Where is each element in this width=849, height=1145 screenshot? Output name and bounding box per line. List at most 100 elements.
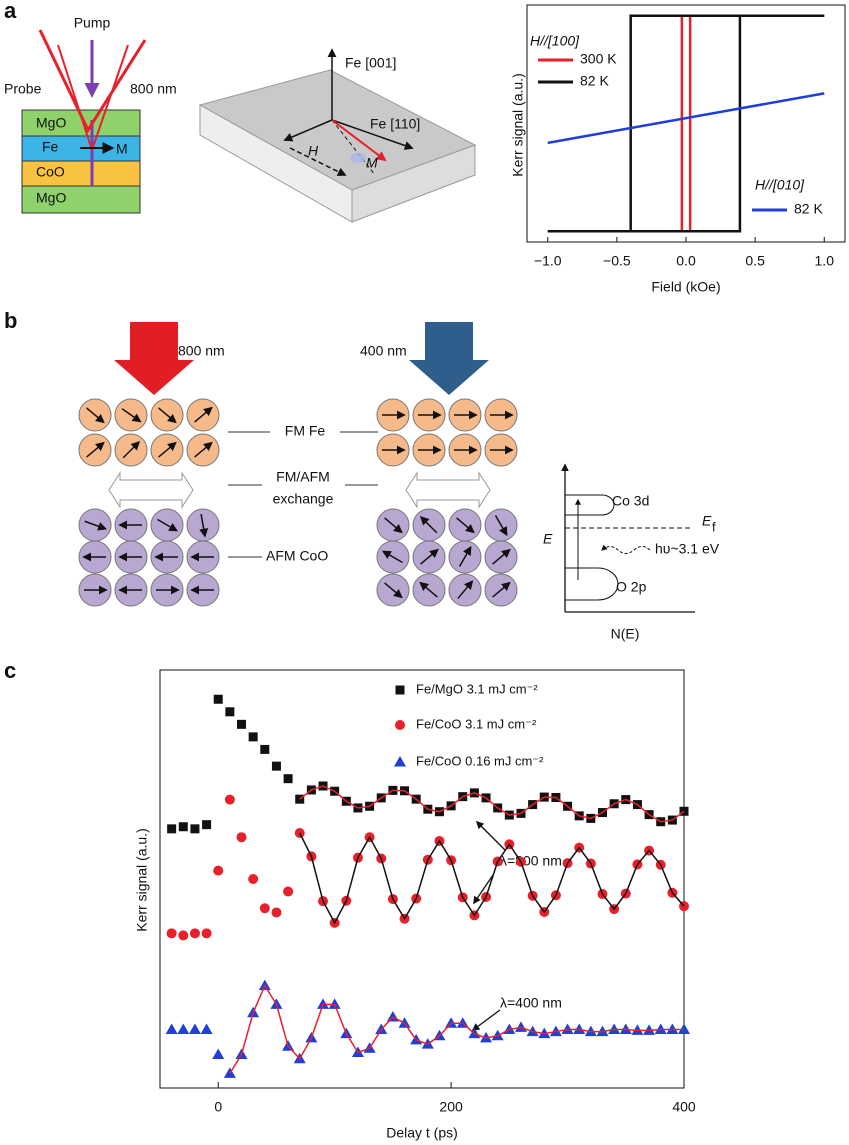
label: E — [702, 513, 712, 529]
fit-line — [299, 832, 685, 925]
label: E — [543, 531, 553, 547]
x-tick-label: 0.5 — [745, 253, 765, 269]
spin-arrow — [492, 581, 511, 598]
spin-arrow — [494, 515, 508, 537]
point — [201, 928, 212, 939]
point — [248, 732, 258, 742]
label: f — [712, 519, 716, 534]
legend-label: Fe/CoO 3.1 mJ cm⁻² — [416, 716, 537, 731]
x-tick-label: 0.0 — [676, 253, 696, 269]
spin-arrow — [86, 407, 105, 424]
point — [177, 1023, 190, 1034]
point — [260, 744, 270, 754]
point — [189, 928, 200, 939]
legend-label: Fe/CoO 0.16 mJ cm⁻² — [416, 753, 544, 768]
point — [395, 685, 405, 695]
point — [166, 928, 177, 939]
point — [225, 707, 235, 717]
label: Fe — [42, 139, 59, 155]
spin-arrow — [84, 520, 108, 531]
legend-label: Fe/MgO 3.1 mJ cm⁻² — [416, 681, 538, 696]
point — [395, 720, 405, 730]
plot-frame — [159, 669, 685, 1089]
spin-arrow — [158, 441, 177, 458]
spin-arrow — [157, 518, 179, 532]
label: M — [366, 155, 378, 171]
point — [213, 865, 224, 876]
panel-label: c — [4, 658, 16, 683]
x-tick-label: −1.0 — [534, 253, 562, 269]
point — [283, 886, 294, 897]
point — [190, 824, 200, 834]
legend-label: 82 K — [794, 201, 823, 217]
x-tick-label: 400 — [672, 1099, 696, 1115]
y-axis-label: Kerr signal (a.u.) — [510, 73, 526, 176]
x-tick-label: 200 — [439, 1099, 463, 1115]
point — [271, 907, 282, 918]
dos-diagram — [561, 463, 695, 613]
spin-array — [78, 398, 518, 607]
x-axis-label: Field (kOe) — [651, 279, 720, 295]
label: CoO — [36, 164, 65, 180]
point — [167, 824, 177, 834]
spin-arrow — [86, 441, 105, 458]
spin-arrow — [419, 515, 438, 534]
point — [248, 874, 259, 884]
point — [178, 930, 189, 941]
label: H — [308, 143, 319, 159]
label: hυ~3.1 eV — [655, 541, 720, 557]
series-line — [547, 14, 825, 233]
point — [394, 756, 406, 767]
fit-line — [229, 983, 684, 1074]
series-line — [547, 14, 825, 233]
layer-stack — [21, 29, 147, 214]
label: AFM CoO — [266, 548, 328, 564]
label: Probe — [4, 81, 42, 97]
spin-arrow — [384, 517, 403, 534]
point — [165, 1023, 178, 1034]
annotation: λ=400 nm — [500, 995, 562, 1011]
point — [213, 694, 223, 704]
label: Co 3d — [612, 493, 649, 509]
label: Pump — [74, 15, 111, 31]
spin-arrow — [194, 406, 213, 423]
fit-line — [299, 785, 685, 823]
label: MgO — [36, 115, 66, 131]
spin-arrow — [458, 545, 472, 567]
beam-arrows — [108, 322, 491, 558]
point — [212, 1048, 225, 1060]
point — [202, 820, 212, 830]
label: Fe [001] — [345, 55, 396, 71]
spin-arrow — [121, 408, 142, 423]
spin-arrow — [122, 440, 141, 459]
x-tick-label: 1.0 — [815, 253, 835, 269]
point — [178, 822, 188, 832]
spin-arrow — [381, 550, 403, 564]
series-line — [547, 92, 825, 145]
crystal-slab — [198, 48, 477, 223]
point — [283, 774, 293, 784]
label: O 2p — [616, 579, 647, 595]
point — [445, 1017, 458, 1028]
label: MgO — [36, 190, 66, 206]
x-tick-label: 0 — [214, 1099, 222, 1115]
point — [188, 1023, 201, 1034]
legend-label: 300 K — [580, 51, 617, 67]
spin-arrow — [158, 407, 177, 424]
point — [237, 719, 247, 729]
x-tick-label: −0.5 — [603, 253, 631, 269]
annotation: λ=800 nm — [500, 853, 562, 869]
spin-arrow — [456, 517, 475, 534]
label: N(E) — [611, 626, 640, 642]
panel-label: b — [4, 308, 17, 333]
spin-arrow — [492, 548, 511, 565]
spin-arrow — [194, 441, 213, 458]
label: 400 nm — [360, 343, 407, 359]
point — [259, 903, 270, 914]
point — [224, 794, 235, 805]
point — [200, 1023, 213, 1034]
spin-arrow — [384, 582, 403, 599]
spin-arrow — [199, 514, 209, 538]
panel-label: a — [4, 0, 17, 23]
